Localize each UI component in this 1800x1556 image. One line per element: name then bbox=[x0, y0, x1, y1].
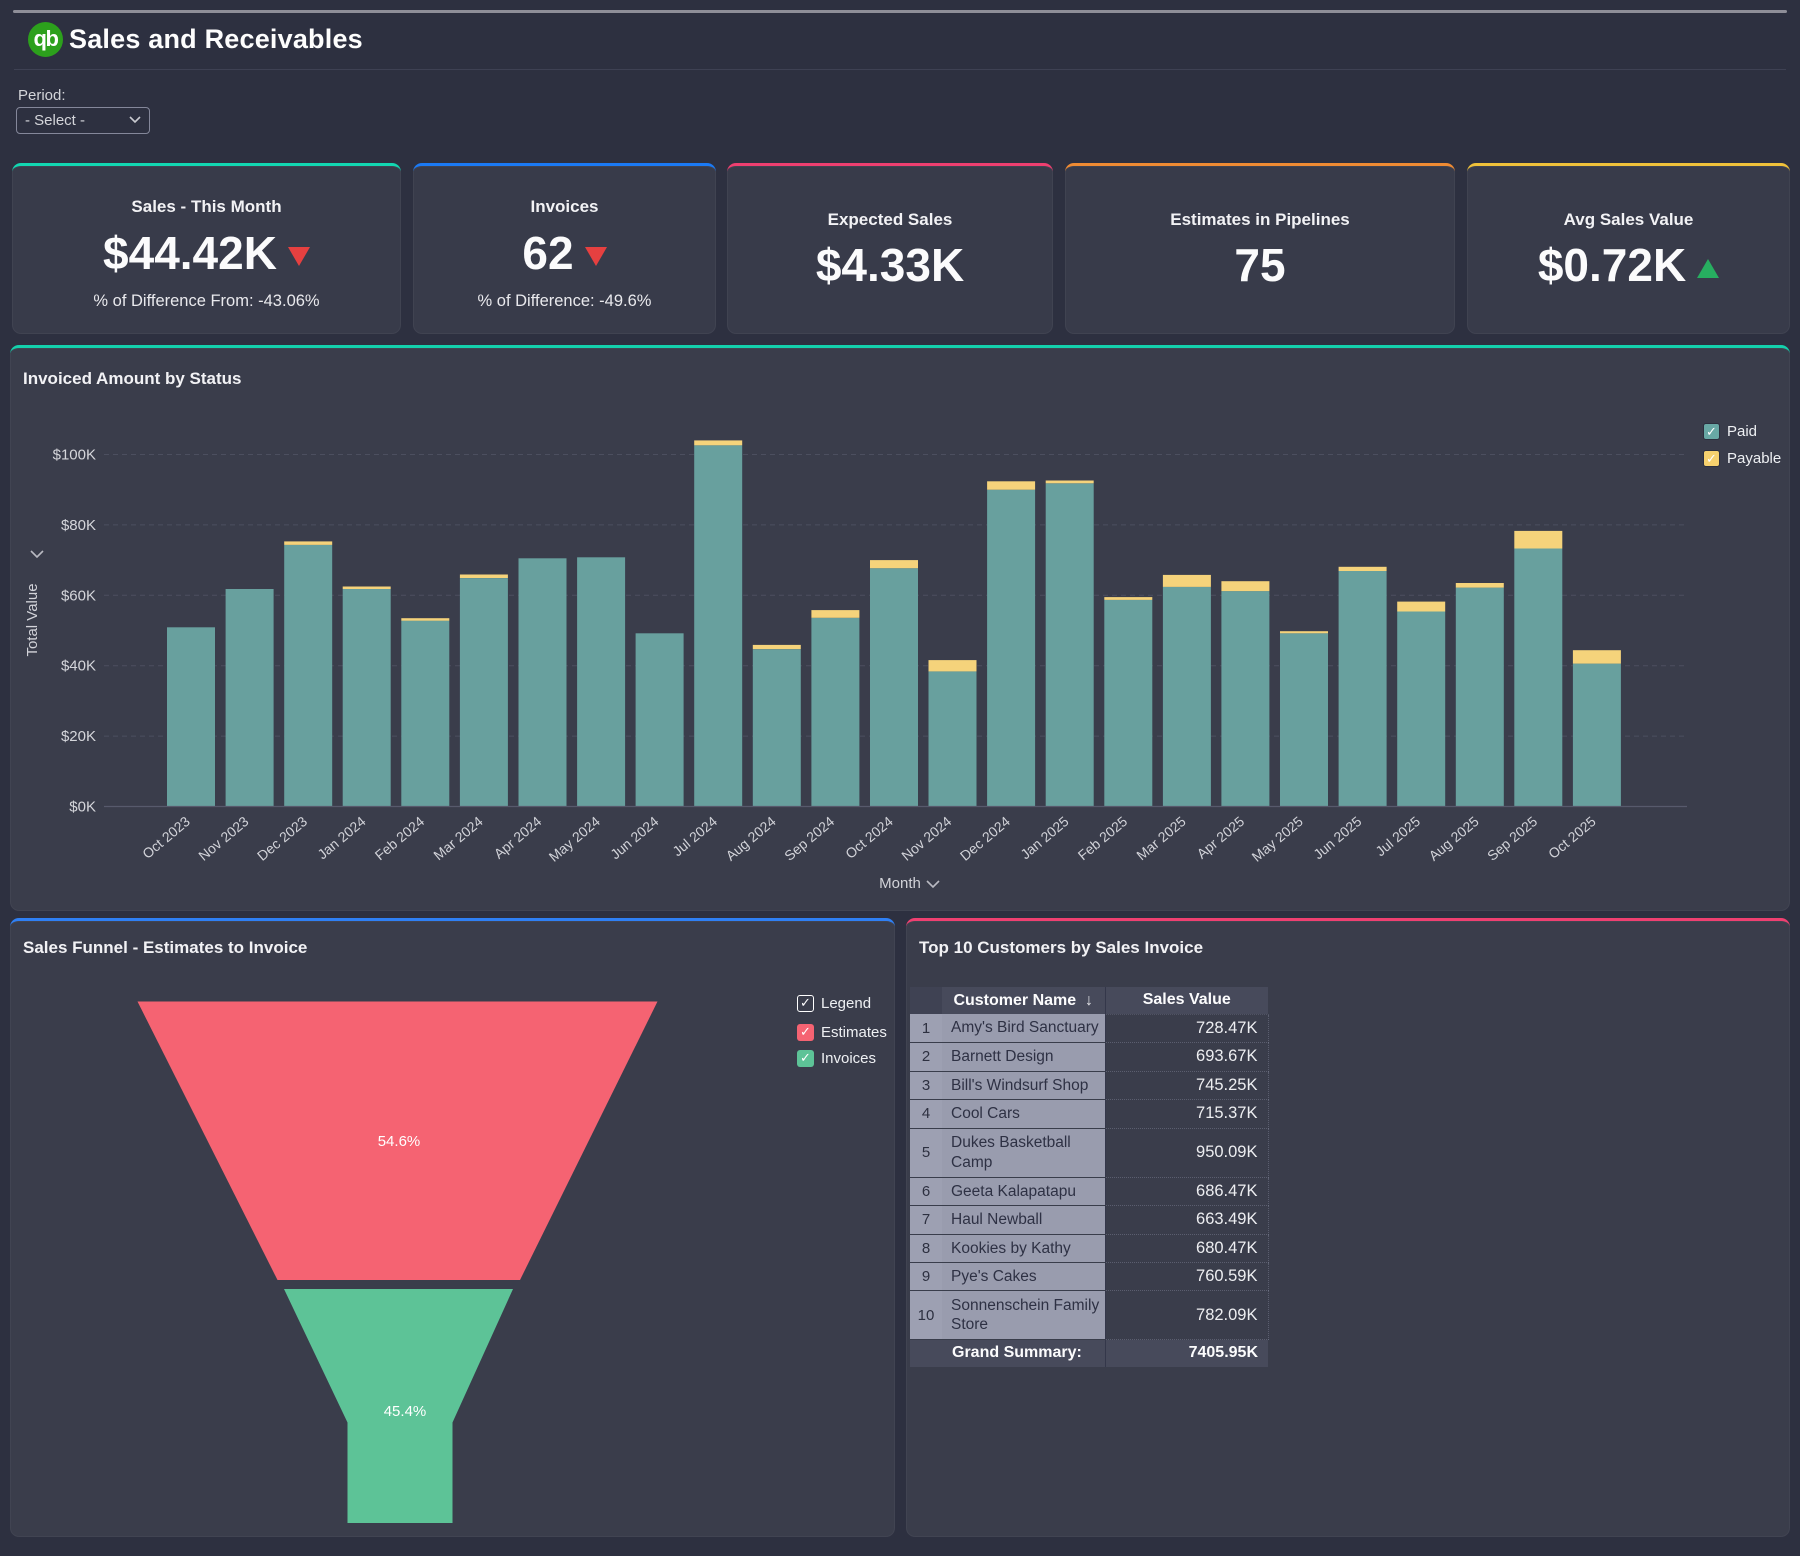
svg-text:Jun 2024: Jun 2024 bbox=[607, 813, 662, 862]
svg-text:Oct 2023: Oct 2023 bbox=[139, 813, 193, 862]
svg-text:Mar 2025: Mar 2025 bbox=[1133, 813, 1189, 863]
svg-text:Jun 2025: Jun 2025 bbox=[1310, 813, 1365, 862]
svg-text:$60K: $60K bbox=[61, 587, 96, 604]
svg-text:Oct 2025: Oct 2025 bbox=[1545, 813, 1599, 862]
svg-text:45.4%: 45.4% bbox=[384, 1403, 427, 1420]
svg-text:Mar 2024: Mar 2024 bbox=[430, 813, 486, 863]
svg-text:Jan 2024: Jan 2024 bbox=[314, 813, 369, 862]
svg-text:Month: Month bbox=[879, 875, 921, 892]
svg-text:$100K: $100K bbox=[53, 447, 96, 464]
svg-text:Sep 2024: Sep 2024 bbox=[781, 813, 837, 864]
svg-text:Sep 2025: Sep 2025 bbox=[1484, 813, 1540, 864]
svg-text:Nov 2024: Nov 2024 bbox=[898, 813, 954, 864]
svg-text:Dec 2023: Dec 2023 bbox=[254, 813, 310, 864]
svg-text:Apr 2025: Apr 2025 bbox=[1194, 813, 1248, 862]
svg-text:Jul 2024: Jul 2024 bbox=[669, 813, 720, 859]
svg-text:Apr 2024: Apr 2024 bbox=[491, 813, 545, 862]
svg-text:54.6%: 54.6% bbox=[378, 1133, 421, 1150]
svg-text:May 2024: May 2024 bbox=[546, 813, 604, 865]
svg-text:Jul 2025: Jul 2025 bbox=[1372, 813, 1423, 859]
svg-text:$40K: $40K bbox=[61, 658, 96, 675]
svg-text:Feb 2024: Feb 2024 bbox=[372, 813, 428, 863]
svg-text:May 2025: May 2025 bbox=[1249, 813, 1307, 865]
svg-text:Total Value: Total Value bbox=[24, 583, 41, 656]
svg-text:Aug 2025: Aug 2025 bbox=[1426, 813, 1482, 864]
svg-text:Nov 2023: Nov 2023 bbox=[195, 813, 251, 864]
svg-text:Aug 2024: Aug 2024 bbox=[723, 813, 779, 864]
svg-text:Jan 2025: Jan 2025 bbox=[1017, 813, 1072, 862]
svg-text:Dec 2024: Dec 2024 bbox=[957, 813, 1013, 864]
svg-text:$80K: $80K bbox=[61, 517, 96, 534]
svg-text:Oct 2024: Oct 2024 bbox=[842, 813, 896, 862]
svg-text:Feb 2025: Feb 2025 bbox=[1075, 813, 1131, 863]
svg-text:$20K: $20K bbox=[61, 728, 96, 745]
svg-text:$0K: $0K bbox=[69, 799, 96, 816]
